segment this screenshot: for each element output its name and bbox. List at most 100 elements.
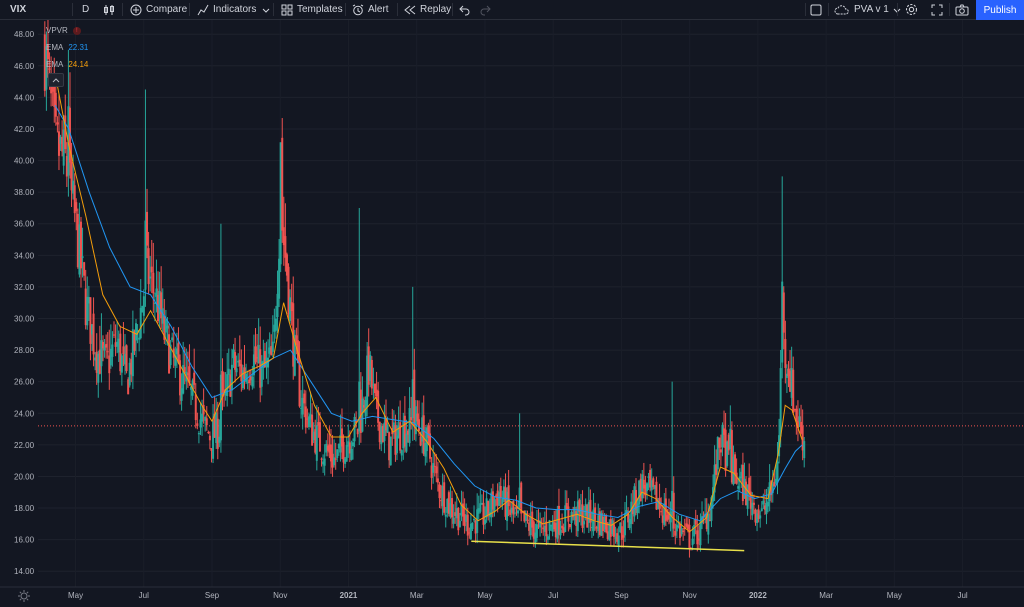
price-chart[interactable]: 48.00 46.00 44.00 42.00 40.00 38.00 36.00 34.00… bbox=[0, 20, 1024, 607]
candle bbox=[193, 348, 196, 390]
candle bbox=[301, 375, 304, 430]
indicators-dropdown[interactable] bbox=[262, 0, 270, 19]
candle bbox=[800, 404, 803, 435]
symbol-search[interactable]: VIX bbox=[10, 0, 26, 19]
candle bbox=[147, 231, 150, 295]
candle bbox=[89, 297, 92, 361]
candle bbox=[595, 525, 598, 533]
vpvr-legend[interactable]: VPVR ! bbox=[46, 26, 81, 35]
candle bbox=[146, 188, 149, 259]
templates-button[interactable]: Templates bbox=[281, 0, 343, 19]
candle bbox=[789, 350, 792, 393]
candle bbox=[498, 481, 501, 507]
candle bbox=[584, 498, 587, 521]
fullscreen-button[interactable] bbox=[931, 0, 943, 19]
layout-name: PVA v 1 bbox=[854, 4, 889, 15]
candle bbox=[589, 489, 592, 532]
candle bbox=[271, 315, 274, 358]
candle bbox=[556, 505, 559, 543]
snapshot-button[interactable] bbox=[955, 0, 969, 19]
candle bbox=[708, 506, 711, 522]
candle bbox=[210, 448, 213, 463]
candle bbox=[81, 227, 84, 278]
candle bbox=[282, 196, 285, 266]
y-tick-label: 44.00 bbox=[14, 93, 35, 102]
ema-fast-value: 24.14 bbox=[68, 60, 89, 69]
ema-fast-legend[interactable]: EMA 24.14 bbox=[46, 60, 88, 69]
candle bbox=[669, 501, 672, 532]
fullscreen-layout-button[interactable] bbox=[810, 0, 822, 19]
candle bbox=[273, 308, 276, 344]
warning-icon[interactable]: ! bbox=[72, 26, 81, 35]
candle bbox=[546, 534, 549, 544]
chevron-down-icon bbox=[262, 8, 270, 13]
candle bbox=[586, 503, 589, 528]
x-tick-label: Sep bbox=[205, 591, 220, 600]
publish-button[interactable]: Publish bbox=[976, 0, 1024, 20]
candle bbox=[300, 390, 303, 419]
candle bbox=[314, 419, 317, 455]
settings-button[interactable] bbox=[905, 0, 918, 19]
candle bbox=[46, 20, 49, 78]
candle bbox=[388, 431, 391, 468]
replay-button[interactable]: Replay bbox=[404, 0, 451, 19]
x-tick-label: Jul bbox=[957, 591, 967, 600]
candle bbox=[295, 327, 298, 355]
candle bbox=[150, 239, 153, 293]
candle bbox=[539, 512, 542, 537]
compare-button[interactable]: Compare bbox=[130, 0, 187, 19]
candle bbox=[418, 400, 421, 436]
candle bbox=[535, 509, 538, 542]
candle bbox=[95, 333, 98, 385]
ema-slow-legend[interactable]: EMA 22.31 bbox=[46, 43, 88, 52]
candle bbox=[443, 474, 446, 515]
candle bbox=[372, 367, 375, 399]
candle bbox=[410, 396, 413, 430]
interval-button[interactable]: D bbox=[82, 0, 89, 19]
candle bbox=[328, 426, 331, 459]
indicators-button[interactable]: Indicators bbox=[197, 0, 256, 19]
top-toolbar: VIX D Compare Indicators Templates Alert… bbox=[0, 0, 1024, 20]
candle bbox=[141, 305, 144, 313]
candle bbox=[469, 512, 472, 540]
candle bbox=[274, 305, 277, 339]
candle bbox=[671, 381, 674, 538]
candle bbox=[790, 346, 793, 407]
toolbar-divider bbox=[897, 3, 898, 16]
candle bbox=[142, 289, 145, 334]
undo-button[interactable] bbox=[459, 0, 471, 19]
candle bbox=[240, 349, 243, 392]
candle bbox=[347, 424, 350, 458]
candle bbox=[458, 512, 461, 528]
candle bbox=[160, 266, 163, 329]
collapse-legend-button[interactable] bbox=[48, 73, 64, 87]
candle bbox=[509, 501, 512, 518]
candle bbox=[216, 401, 219, 460]
candle bbox=[369, 351, 372, 388]
alert-button[interactable]: Alert bbox=[352, 0, 389, 19]
candle bbox=[345, 436, 348, 462]
candle bbox=[526, 510, 529, 524]
chart-style-button[interactable] bbox=[103, 0, 115, 19]
candle bbox=[568, 523, 571, 530]
candle bbox=[685, 516, 688, 528]
candles-series bbox=[43, 20, 806, 558]
candle bbox=[694, 509, 697, 535]
layout-menu[interactable]: PVA v 1 bbox=[834, 0, 901, 19]
support-trendline[interactable] bbox=[471, 540, 745, 552]
candle bbox=[653, 485, 656, 495]
candle bbox=[771, 469, 774, 503]
candle bbox=[53, 57, 56, 123]
chevron-down-icon bbox=[893, 8, 901, 13]
candle bbox=[455, 493, 458, 527]
x-gridlines bbox=[75, 20, 964, 587]
candle bbox=[397, 406, 400, 439]
redo-button[interactable] bbox=[479, 0, 491, 19]
candle bbox=[254, 328, 257, 365]
alarm-clock-icon bbox=[352, 4, 364, 15]
candle bbox=[268, 332, 271, 358]
candle bbox=[263, 342, 266, 368]
candle bbox=[798, 408, 801, 428]
sun-icon[interactable] bbox=[18, 590, 30, 602]
candle bbox=[392, 410, 395, 439]
